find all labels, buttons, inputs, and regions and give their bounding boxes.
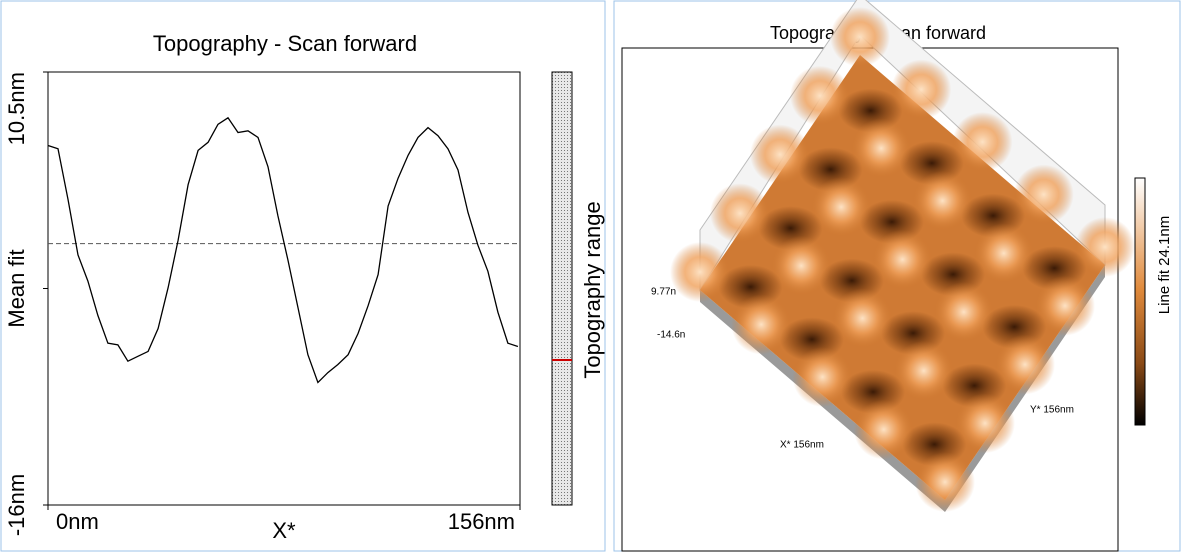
y-tick-label: 10.5nm — [4, 72, 29, 145]
surface-peak — [934, 282, 994, 342]
surface-peak — [894, 341, 954, 401]
colorbar — [1135, 178, 1145, 425]
surface-peak — [811, 177, 871, 237]
surface-peak — [1014, 165, 1074, 225]
z-min-label: -14.6n — [657, 330, 685, 341]
surface-peak — [750, 125, 810, 185]
surface-peak — [790, 66, 850, 126]
screen: Topography - Scan forward X* Topography … — [0, 0, 1181, 552]
surface-peak — [771, 236, 831, 296]
x-tick-label: 0nm — [56, 509, 99, 534]
surface-peak — [953, 112, 1013, 172]
surface-peak — [1075, 217, 1135, 277]
range-bar — [552, 72, 572, 505]
surface-peak — [955, 393, 1015, 453]
surface-peak — [854, 400, 914, 460]
surface-peak — [670, 242, 730, 302]
surface-peak — [915, 452, 975, 512]
z-max-label: 9.77n — [651, 287, 676, 298]
y-tick-label: -16nm — [4, 474, 29, 536]
surface-peak — [851, 118, 911, 178]
surface-peak — [833, 288, 893, 348]
surface-x-label: X* 156nm — [780, 440, 824, 451]
range-label: Topography range — [580, 201, 605, 378]
x-axis-label: X* — [272, 518, 296, 543]
surface-peak — [913, 171, 973, 231]
profile-line — [48, 118, 518, 383]
surface-peak — [891, 60, 951, 120]
surface-y-label: Y* 156nm — [1030, 405, 1074, 416]
surface-peak — [995, 335, 1055, 395]
surface-peak — [731, 295, 791, 355]
left-panel — [1, 1, 605, 551]
surface-peak — [793, 347, 853, 407]
y-tick-label: Mean fit — [4, 249, 29, 327]
surface-peak — [974, 223, 1034, 283]
surface-peak — [830, 7, 890, 67]
x-tick-label: 156nm — [448, 509, 515, 534]
surface-peak — [1035, 276, 1095, 336]
surface-peak — [710, 183, 770, 243]
surface-peak — [873, 230, 933, 290]
chart-title: Topography - Scan forward — [153, 31, 417, 56]
surface-plot — [670, 0, 1135, 512]
plot-frame — [48, 72, 520, 505]
colorbar-label: Line fit 24.1nm — [1156, 216, 1173, 314]
